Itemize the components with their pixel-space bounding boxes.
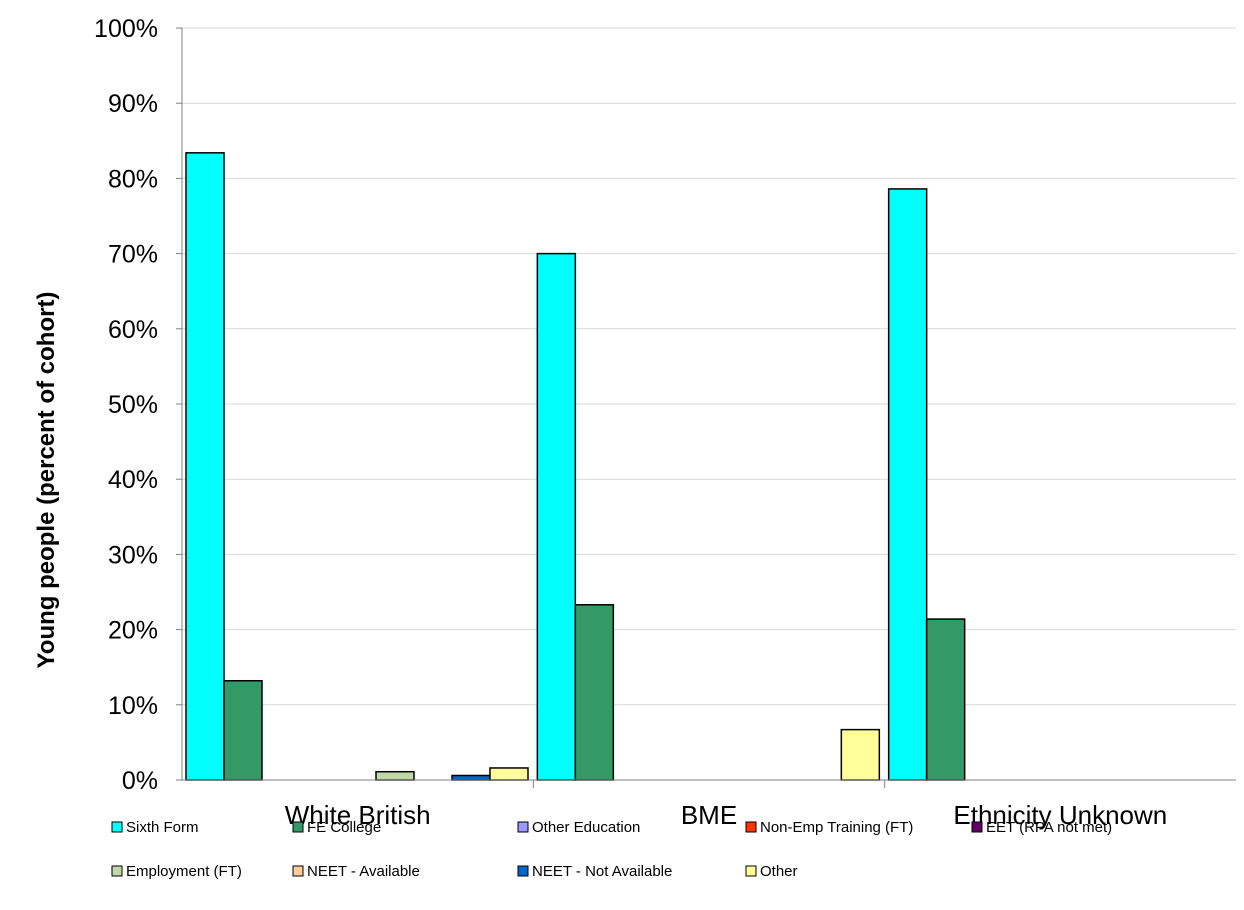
y-tick-label: 20% (108, 617, 158, 645)
legend-label: NEET - Not Available (532, 863, 672, 880)
legend-swatch (971, 821, 983, 833)
y-tick-label: 80% (108, 165, 158, 193)
legend-item-neet-not-available: NEET - Not Available (517, 863, 672, 880)
legend-label: FE College (307, 819, 381, 836)
legend-swatch (745, 821, 757, 833)
legend-label: EET (RPA not met) (986, 819, 1112, 836)
legend-item-other-education: Other Education (517, 819, 640, 836)
y-tick-label: 50% (108, 391, 158, 419)
legend-item-neet-available: NEET - Available (292, 863, 420, 880)
legend-label: NEET - Available (307, 863, 420, 880)
axes (176, 27, 1236, 788)
y-axis-title: Young people (percent of cohort) (33, 292, 60, 669)
legend-item-sixth-form: Sixth Form (111, 819, 199, 836)
bar-fe-college-white-british (223, 679, 263, 781)
legend-swatch (517, 821, 529, 833)
legend-swatch (517, 865, 529, 877)
legend-label: Non-Emp Training (FT) (760, 819, 913, 836)
category-label-white-british: White British (285, 800, 431, 830)
legend-item-employment-ft: Employment (FT) (111, 863, 242, 880)
y-tick-label: 30% (108, 541, 158, 569)
legend-item-fe-college: FE College (292, 819, 381, 836)
y-tick-labels: 0% 10% 20% 30% 40% 50% 60% 70% 80% 90% 100% (94, 15, 158, 795)
y-tick-label: 100% (94, 15, 158, 43)
y-tick-label: 70% (108, 241, 158, 269)
category-label-ethnicity-unknown: Ethnicity Unknown (953, 800, 1167, 830)
legend-swatch (111, 821, 123, 833)
bar-neet-not-available-white-british (451, 774, 491, 781)
bar-sixth-form-ethnicity-unknown (887, 188, 928, 781)
category-label-bme: BME (681, 800, 737, 830)
legend-swatch (111, 865, 123, 877)
legend: Sixth Form FE College Other Education Non-E… (111, 819, 1112, 880)
bar-fe-college-bme (574, 604, 615, 781)
legend-swatch (292, 865, 304, 877)
legend-label: Other (760, 863, 798, 880)
legend-swatch (745, 865, 757, 877)
gridlines (182, 27, 1236, 706)
legend-item-non-emp-training-ft: Non-Emp Training (FT) (745, 819, 913, 836)
bar-sixth-form-white-british (185, 152, 225, 781)
category-labels: White British BME Ethnicity Unknown (285, 800, 1168, 830)
bar-fe-college-ethnicity-unknown (925, 618, 966, 781)
y-tick-label: 90% (108, 90, 158, 118)
y-tick-label: 60% (108, 316, 158, 344)
bar-employment-ft-white-british (375, 770, 415, 781)
y-tick-label: 0% (122, 767, 158, 795)
y-tick-label: 40% (108, 466, 158, 494)
bar-sixth-form-bme (536, 252, 577, 781)
legend-label: Sixth Form (126, 819, 199, 836)
legend-item-eet-rpa-not-met: EET (RPA not met) (971, 819, 1112, 836)
legend-swatch (292, 821, 304, 833)
y-tick-label: 10% (108, 692, 158, 720)
legend-label: Other Education (532, 819, 640, 836)
bar-other-bme (840, 728, 881, 781)
legend-label: Employment (FT) (126, 863, 242, 880)
legend-item-other: Other (745, 863, 798, 880)
bars (185, 152, 966, 781)
bar-other-white-british (489, 767, 529, 781)
